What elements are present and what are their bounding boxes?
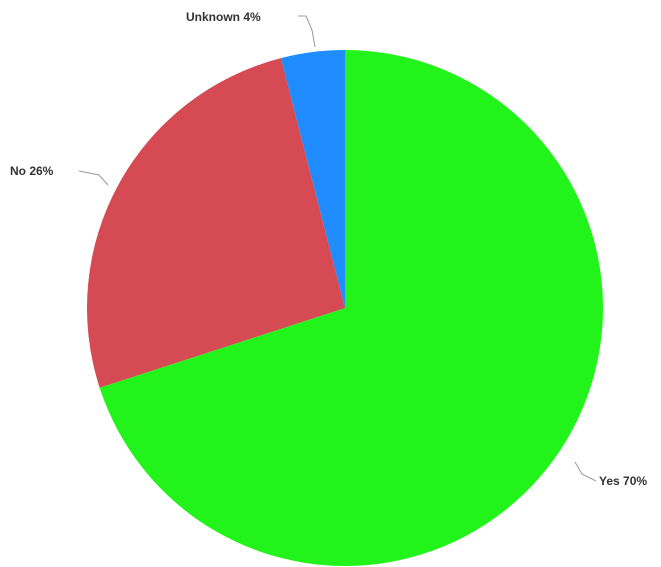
- leader-line-no: [78, 170, 109, 186]
- pie-slices: [87, 50, 604, 566]
- slice-label-no: No 26%: [10, 164, 54, 178]
- slice-label-yes: Yes 70%: [599, 474, 647, 488]
- leader-line-unknown: [298, 15, 316, 48]
- label-leader-lines: [78, 15, 597, 482]
- slice-label-unknown: Unknown 4%: [186, 10, 261, 24]
- pie-slice-yes: [99, 50, 604, 566]
- pie-slice-unknown: [280, 50, 345, 308]
- pie-slice-no: [87, 58, 345, 388]
- leader-line-yes: [574, 461, 597, 482]
- slice-labels: Yes 70% No 26% Unknown 4%: [10, 10, 647, 488]
